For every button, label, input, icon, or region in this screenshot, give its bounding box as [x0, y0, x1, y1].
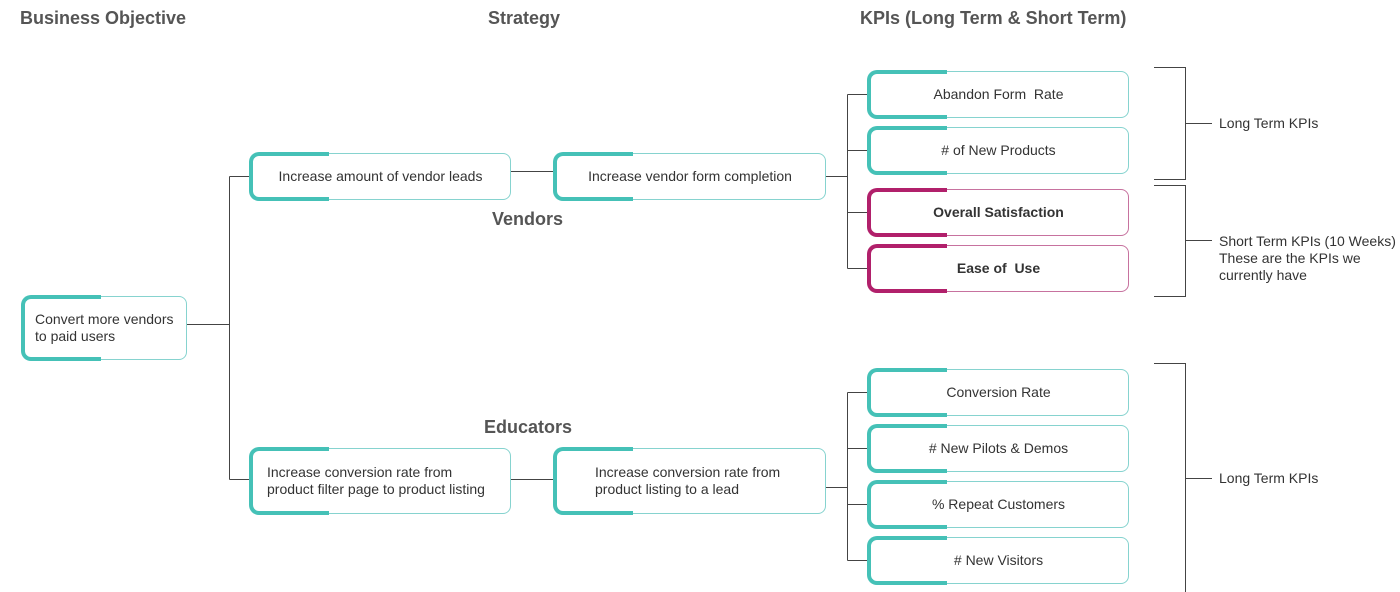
- kpi-ease-of-use: Ease of Use: [867, 244, 1129, 293]
- kpi-accent: [867, 368, 947, 417]
- note-vendors-long-term-text: Long Term KPIs: [1219, 115, 1319, 131]
- note-short-term-line-3: currently have: [1219, 267, 1307, 283]
- kpi-label: # of New Products: [941, 142, 1056, 158]
- note-short-term-line-1: Short Term KPIs (10 Weeks): [1219, 233, 1396, 249]
- educators-strategy-2-text: Increase conversion rate from product li…: [595, 464, 780, 498]
- bracket-educators-long: [1154, 363, 1212, 592]
- vendors-strategy-1-label: Increase amount of vendor leads: [278, 168, 483, 184]
- kpi-new-pilots-demos: # New Pilots & Demos: [867, 424, 1129, 473]
- kpi-new-products: # of New Products: [867, 126, 1129, 175]
- vendors-strategy-2: Increase vendor form completion: [553, 152, 826, 201]
- header-business-objective: Business Objective: [20, 8, 187, 28]
- kpi-accent: [867, 244, 947, 293]
- vendors-strategy-1-accent: [249, 152, 329, 201]
- educators-strategy-2-line-1: Increase conversion rate from: [595, 464, 781, 480]
- objective-line-1: Convert more vendors: [35, 311, 174, 327]
- kpi-accent: [867, 480, 947, 529]
- kpi-accent: [867, 424, 947, 473]
- note-educators-long-term: Long Term KPIs: [1219, 470, 1318, 487]
- kpi-label: Conversion Rate: [946, 384, 1051, 400]
- kpi-accent: [867, 536, 947, 585]
- educators-strategy-1: Increase conversion rate from product fi…: [249, 447, 511, 515]
- note-short-term: Short Term KPIs (10 Weeks) These are the…: [1219, 233, 1396, 284]
- kpi-accent: [867, 188, 947, 237]
- bracket-vendors-short: [1154, 185, 1212, 297]
- kpi-label: # New Visitors: [953, 552, 1044, 568]
- bracket-vendors-long: [1154, 67, 1212, 180]
- connector-objective-trunk: [187, 176, 250, 480]
- vendors-strategy-2-label: Increase vendor form completion: [588, 168, 792, 184]
- note-educators-long-term-text: Long Term KPIs: [1219, 470, 1319, 486]
- connector-vendors-kpis: [826, 94, 868, 269]
- header-kpis: KPIs (Long Term & Short Term): [860, 8, 1127, 28]
- educators-strategy-2-accent: [553, 447, 633, 515]
- header-strategy: Strategy: [488, 8, 561, 28]
- educators-strategy-1-line-2: product filter page to product listing: [267, 481, 485, 497]
- kpi-label: Abandon Form Rate: [933, 86, 1064, 102]
- educators-strategy-1-text: Increase conversion rate from product fi…: [267, 464, 485, 498]
- kpi-abandon-form-rate: Abandon Form Rate: [867, 70, 1129, 119]
- educators-strategy-2-line-2: product listing to a lead: [595, 481, 739, 497]
- objective-accent: [21, 295, 101, 361]
- kpi-label: Ease of Use: [956, 260, 1041, 276]
- kpi-overall-satisfaction: Overall Satisfaction: [867, 188, 1129, 237]
- kpi-label: % Repeat Customers: [931, 496, 1066, 512]
- note-short-term-line-2: These are the KPIs we: [1219, 250, 1361, 266]
- kpi-accent: [867, 126, 947, 175]
- kpi-repeat-customers: % Repeat Customers: [867, 480, 1129, 529]
- kpi-new-visitors: # New Visitors: [867, 536, 1129, 585]
- kpi-conversion-rate: Conversion Rate: [867, 368, 1129, 417]
- educators-strategy-2: Increase conversion rate from product li…: [553, 447, 826, 515]
- educators-strategy-1-line-1: Increase conversion rate from: [267, 464, 453, 480]
- group-label-educators: Educators: [484, 417, 573, 437]
- vendors-strategy-1: Increase amount of vendor leads: [249, 152, 511, 201]
- educators-strategy-1-accent: [249, 447, 329, 515]
- objective-box: Convert more vendors to paid users: [21, 295, 187, 361]
- connector-educators-kpis: [826, 392, 868, 561]
- objective-line-2: to paid users: [35, 328, 116, 344]
- kpi-accent: [867, 70, 947, 119]
- note-vendors-long-term: Long Term KPIs: [1219, 115, 1318, 132]
- kpi-label: # New Pilots & Demos: [928, 440, 1069, 456]
- vendors-strategy-2-accent: [553, 152, 633, 201]
- objective-text: Convert more vendors to paid users: [35, 311, 174, 345]
- kpi-label: Overall Satisfaction: [933, 204, 1064, 220]
- group-label-vendors: Vendors: [492, 209, 564, 229]
